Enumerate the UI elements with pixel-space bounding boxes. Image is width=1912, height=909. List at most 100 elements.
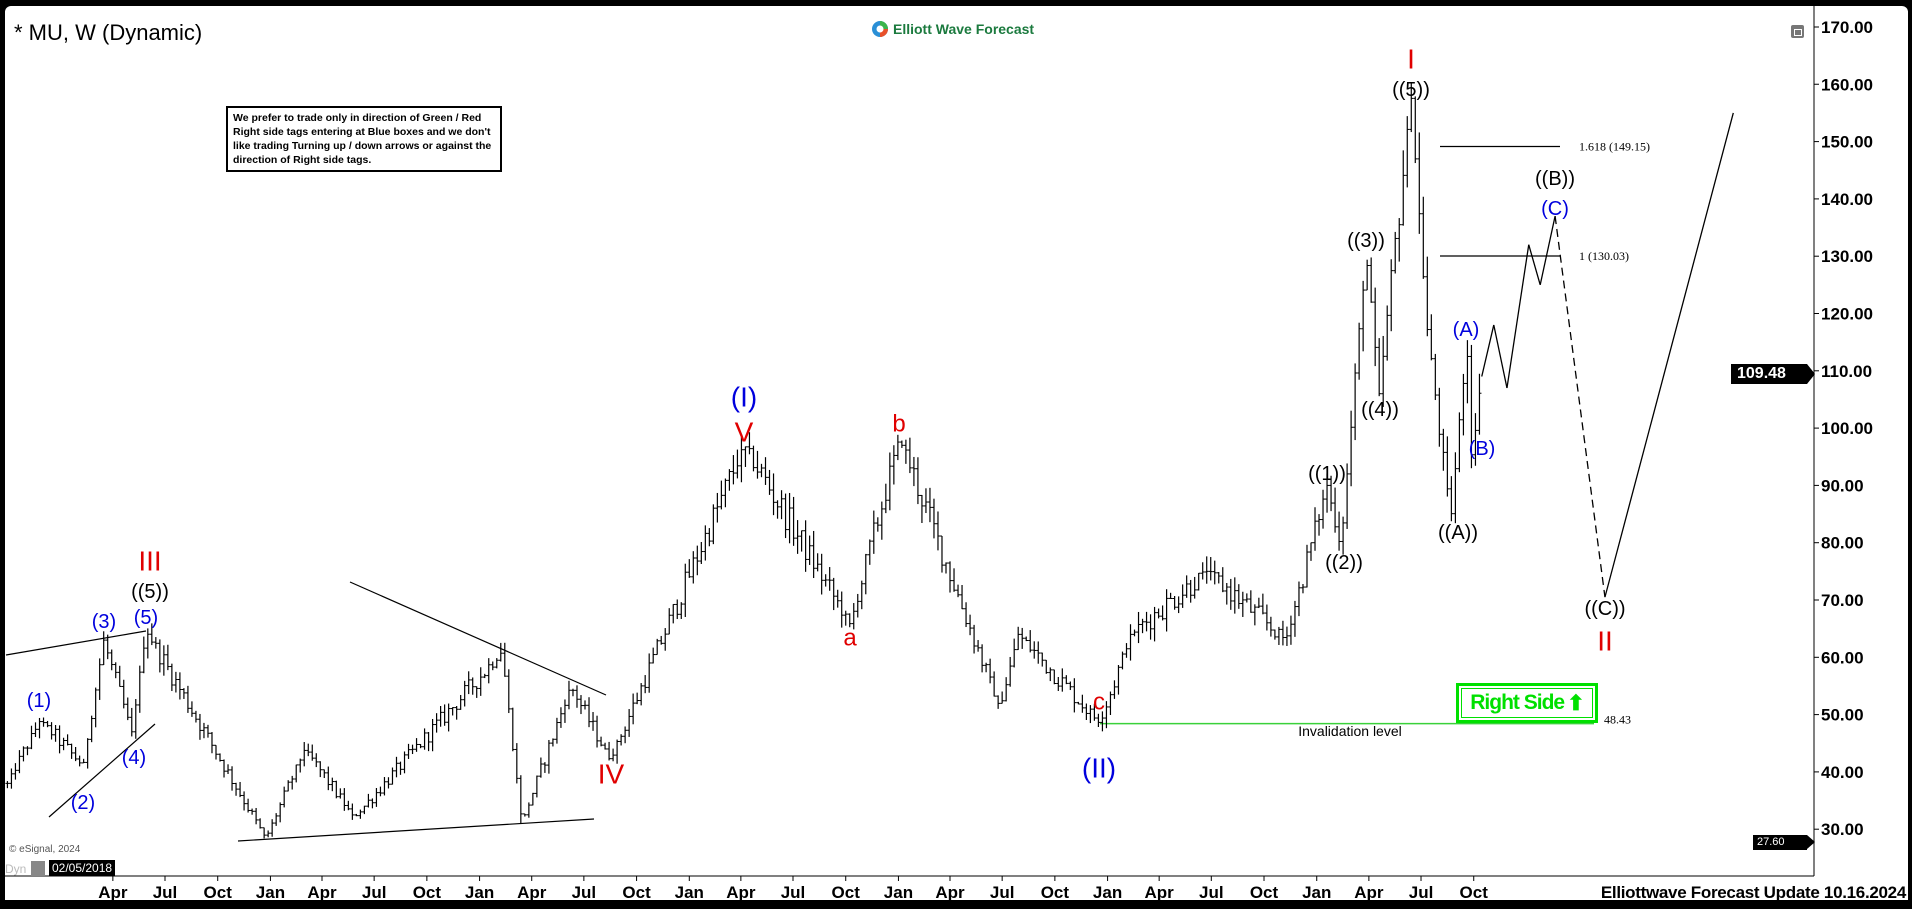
price-bar [538,757,543,778]
price-bar [418,743,423,749]
price-bar [847,613,852,628]
x-tick-label: Apr [1145,883,1175,900]
price-bar [659,635,664,645]
triangle-upper-line [349,581,607,696]
x-tick-label: Oct [622,883,651,900]
price-bar [446,703,451,732]
price-bar [1060,668,1065,692]
price-bar [169,663,174,692]
price-bar [972,624,977,654]
price-bar [611,748,616,762]
x-tick-label: Jan [884,883,913,900]
wave-label-A-minor: ((A)) [1438,522,1478,544]
price-axis[interactable]: 170.00 160.00 150.00 140.00 130.00 120.00 110.… [1814,18,1873,839]
price-bar [161,645,166,676]
price-chart[interactable]: 170.00 160.00 150.00 140.00 130.00 120.00 110.… [5,6,1908,900]
price-bar [715,492,720,523]
price-bar [1028,630,1033,653]
price-bar [1180,584,1185,608]
price-bar [835,589,840,608]
price-bar [1024,636,1029,642]
price-bar [839,591,844,628]
projection-segment [1528,244,1541,286]
price-bar [246,798,251,813]
price-bar [779,490,784,520]
price-bar [1176,596,1181,614]
price-bar [141,636,146,674]
price-bar [101,631,106,666]
y-tick-label: 170.00 [1821,18,1873,37]
price-bar [984,662,989,673]
price-bar [398,761,403,775]
price-bar [430,718,435,752]
price-bar [21,746,26,762]
projection-segment [1506,244,1530,389]
price-bar [1188,579,1193,603]
price-bar [470,677,475,695]
projection-segment [1604,112,1734,598]
price-bar [891,445,896,485]
price-bar [1353,363,1358,441]
price-bar [326,766,331,791]
x-tick-label: Apr [98,883,128,900]
wave-label-A: (A) [1453,319,1480,341]
price-bar [1196,572,1201,591]
cursor-date-badge: 02/05/2018 [49,860,116,876]
projection-path [1481,112,1734,598]
price-bar [747,432,752,455]
price-bar [915,457,920,505]
price-bar [394,756,399,778]
price-bar [209,732,214,754]
price-bar [927,487,932,523]
price-bar [935,511,940,551]
price-bar [205,724,210,738]
price-bar [129,707,134,737]
wave-label-B: (B) [1469,438,1496,460]
price-bar [1212,560,1217,585]
price-bar [871,510,876,554]
time-axis[interactable]: Apr Jul Oct Jan Apr Jul Oct Jan Apr Jul Oct Jan Apr J… [98,876,1488,900]
price-bar [960,584,965,610]
lock-icon[interactable] [31,861,45,876]
price-bar [1252,604,1257,626]
price-bar [454,705,459,720]
wave-labels: (1) (2) (3) (4) (5) ((5)) III IV (I) V a… [27,44,1626,815]
price-bar [366,793,371,808]
price-bar [1056,677,1061,691]
price-bar [1036,641,1041,664]
x-tick-label: Apr [935,883,965,900]
wave-label-IV: IV [598,759,625,790]
price-bar [1397,218,1402,262]
price-bar [807,535,812,565]
price-bar [1088,705,1093,724]
wave-label-4-minor: ((4)) [1361,399,1399,421]
price-bar [578,695,583,715]
logo-icon [872,21,888,37]
price-bar [1048,667,1053,682]
price-bar [919,494,924,524]
price-bar [1244,593,1249,603]
price-bar [707,528,712,547]
price-bar [1260,593,1265,615]
restore-window-icon[interactable] [1791,25,1804,38]
price-bar [1325,473,1330,513]
price-bar [1232,577,1237,614]
y-tick-label: 110.00 [1821,362,1872,381]
x-tick-label: Oct [832,883,861,900]
price-bar [1441,428,1446,471]
price-bar [29,725,34,750]
x-tick-label: Jan [675,883,704,900]
price-bar [1361,280,1366,352]
price-bar [1080,694,1085,713]
price-bar [763,457,768,485]
wave-label-c: c [1093,689,1105,716]
price-bar [599,736,604,747]
price-bar [1192,576,1197,599]
price-bar [145,628,150,659]
wave-label-5: (5) [134,607,158,629]
price-bar [1309,542,1313,561]
price-bar [89,715,94,743]
price-bar [1280,620,1285,646]
price-bar [402,751,407,774]
price-bar [342,788,347,811]
